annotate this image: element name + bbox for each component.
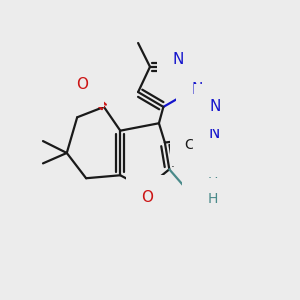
Text: N: N xyxy=(210,99,221,114)
Text: N: N xyxy=(172,52,184,67)
Text: H: H xyxy=(207,192,218,206)
Text: H: H xyxy=(207,176,218,190)
Text: C: C xyxy=(184,138,194,152)
Text: N: N xyxy=(208,126,220,141)
Text: O: O xyxy=(76,76,88,92)
Text: N: N xyxy=(198,183,209,198)
Text: N: N xyxy=(191,82,203,97)
Text: O: O xyxy=(141,190,153,205)
